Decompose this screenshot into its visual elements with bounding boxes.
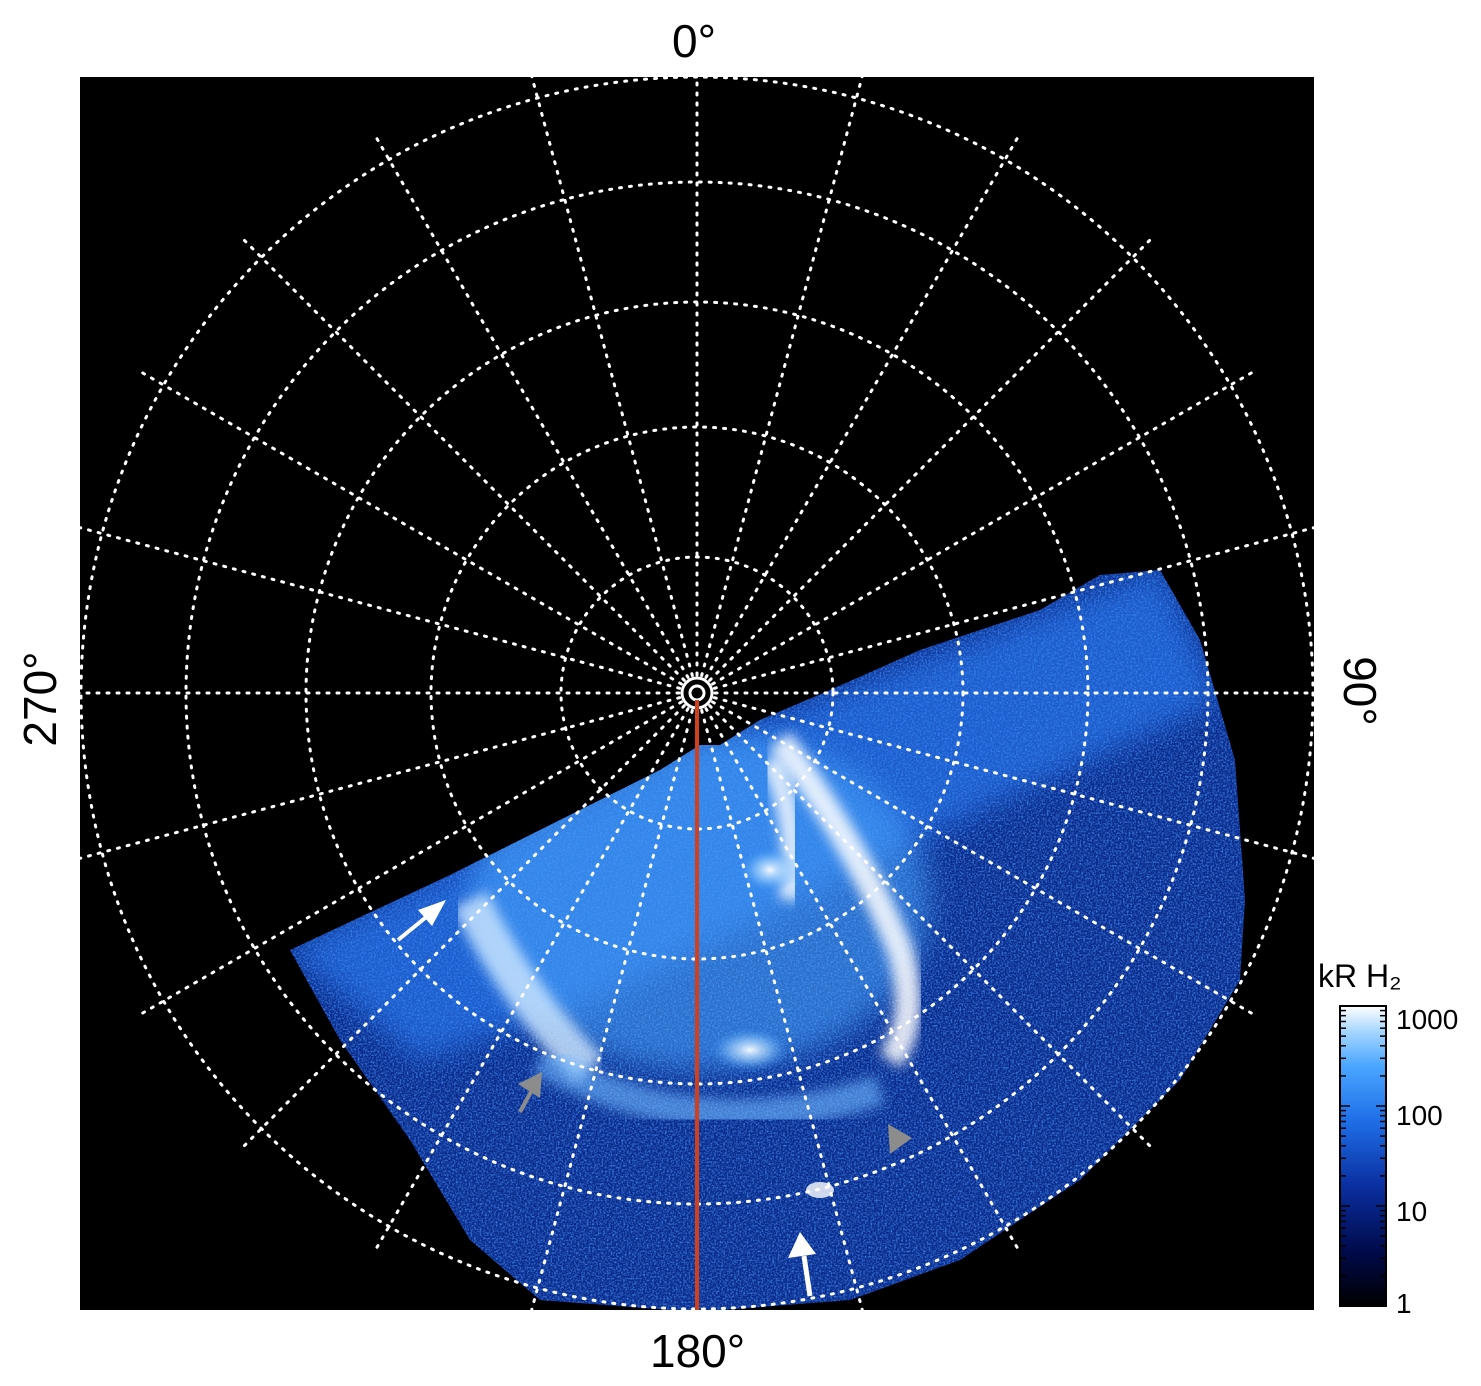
latitude-ring [559, 555, 835, 831]
longitude-line [80, 696, 682, 860]
colorbar [1339, 1005, 1387, 1307]
longitude-line [711, 371, 1253, 686]
longitude-line [712, 696, 1314, 860]
longitude-line [242, 704, 686, 1148]
longitude-line [704, 707, 1019, 1249]
longitude-line [708, 704, 1152, 1148]
latitude-ring [429, 425, 965, 961]
longitude-line [708, 238, 1152, 682]
arrow-white-bottom [788, 1232, 816, 1297]
colorbar-title: kR H₂ [1318, 958, 1402, 994]
colorbar-tick-label: 100 [1396, 1100, 1443, 1131]
colorbar-tick-label: 1 [1396, 1288, 1412, 1319]
arrow-gray-right [888, 1124, 912, 1154]
longitude-line [375, 137, 690, 679]
longitude-line [141, 700, 683, 1015]
colorbar-tick-label: 1000 [1396, 1004, 1459, 1035]
longitude-line [704, 137, 1019, 679]
longitude-line [700, 708, 864, 1310]
longitude-line [141, 371, 683, 686]
longitude-line [530, 708, 694, 1310]
longitude-line [700, 77, 864, 678]
arrow-white-left [396, 900, 446, 942]
longitude-label-left: 270° [14, 651, 66, 747]
arrow-gray-left [518, 1072, 542, 1113]
longitude-line [375, 707, 690, 1249]
longitude-grid [80, 77, 1314, 1310]
longitude-line [530, 77, 694, 678]
longitude-line [712, 526, 1314, 690]
longitude-line [80, 526, 682, 690]
longitude-label-right: 90° [1334, 656, 1386, 726]
longitude-line [711, 700, 1253, 1015]
longitude-label-top: 0° [672, 15, 716, 67]
longitude-line [242, 238, 686, 682]
colorbar-gradient [1339, 1005, 1387, 1307]
longitude-label-bottom: 180° [650, 1325, 746, 1377]
colorbar-tick-label: 10 [1396, 1196, 1428, 1227]
latitude-ring [80, 77, 1314, 1310]
